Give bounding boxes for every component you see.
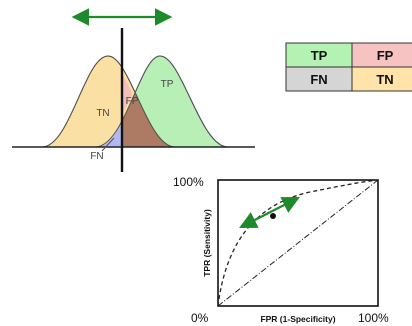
matrix-tp-text: TP [311,48,328,63]
tp-label: TP [161,79,174,90]
tn-label: TN [96,108,109,119]
distribution-plot: TN FP TP FN [12,28,255,172]
fn-region [95,112,122,147]
roc-shift-arrow [239,197,300,228]
fn-leader [101,137,115,152]
fp-label: FP [126,96,139,107]
roc-plot: 100% 0% 100% FPR (1-Specificity) TPR (Se… [173,175,389,325]
roc-x-right-label: 100% [358,311,389,325]
roc-ylabel: TPR (Sensitivity) [202,209,212,277]
roc-y-top-label: 100% [173,175,204,189]
matrix-cell-tn [352,67,412,91]
confusion-matrix: TP FP FN TN [285,42,412,92]
roc-y-bottom-label: 0% [191,311,209,325]
fn-label: FN [90,151,103,162]
roc-xlabel: FPR (1-Specificity) [260,314,335,324]
matrix-tn-text: TN [376,72,393,87]
matrix-cell-fp [352,43,412,67]
matrix-cell-fn [286,67,352,91]
matrix-cell-tp [286,43,352,67]
matrix-fp-text: FP [377,48,394,63]
roc-curve [217,179,379,307]
roc-operating-point [270,213,276,219]
matrix-fn-text: FN [310,72,327,87]
roc-diagonal [217,179,379,307]
fp-region [122,74,132,114]
